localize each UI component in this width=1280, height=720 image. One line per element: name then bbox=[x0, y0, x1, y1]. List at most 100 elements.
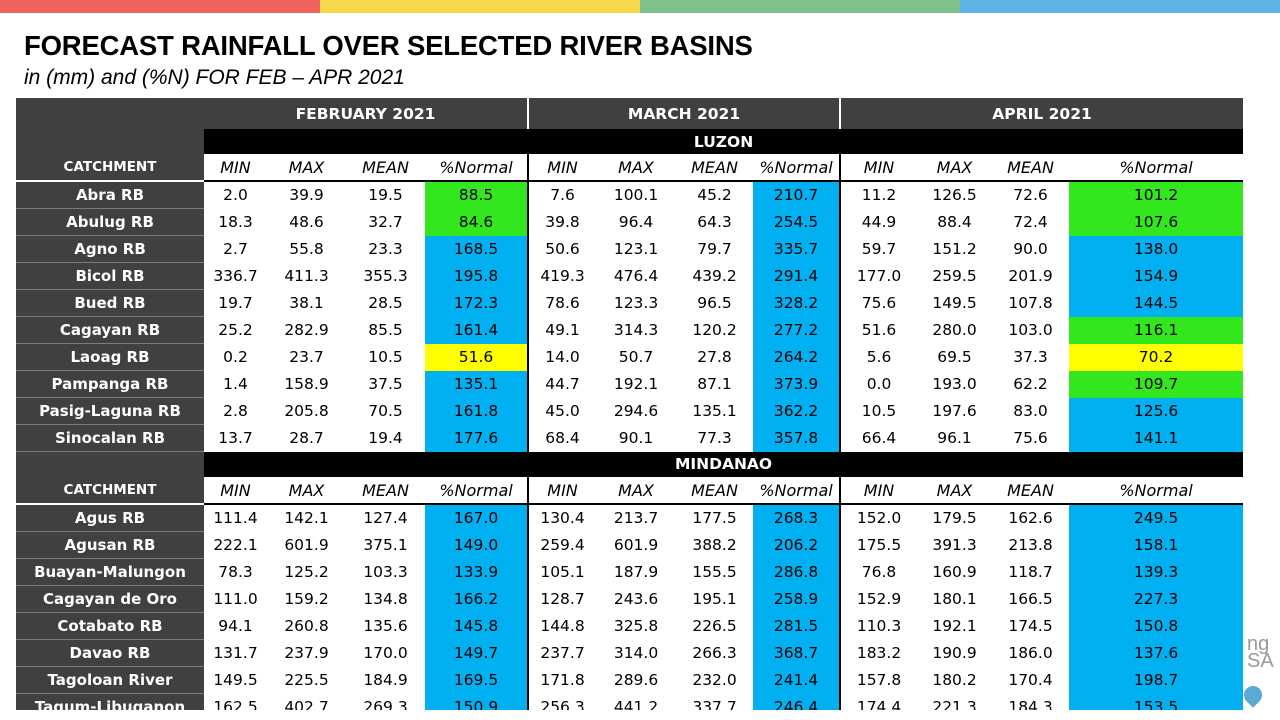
percent-normal-cell: 51.6 bbox=[425, 343, 529, 371]
percent-normal-cell: 373.9 bbox=[753, 370, 841, 398]
percent-normal-cell: 161.8 bbox=[425, 397, 529, 425]
value-cell: 205.8 bbox=[284, 402, 329, 420]
page-subtitle: in (mm) and (%N) FOR FEB – APR 2021 bbox=[24, 66, 405, 89]
value-cell: 78.6 bbox=[527, 289, 597, 317]
value-cell: 39.9 bbox=[289, 186, 324, 205]
value-cell: 87.1 bbox=[697, 375, 732, 393]
percent-normal-cell: 88.5 bbox=[425, 181, 529, 209]
value-cell: 177.5 bbox=[692, 509, 737, 528]
catchment-name: Pasig-Laguna RB bbox=[16, 397, 204, 425]
value-cell: 152.0 bbox=[839, 504, 918, 532]
table-row: Pasig-Laguna RB 2.8 205.8 70.5 161.8 45.0 294.… bbox=[16, 397, 1243, 425]
column-header: MEAN bbox=[346, 477, 425, 505]
percent-normal-cell: 198.7 bbox=[1069, 666, 1243, 694]
table-row: Agusan RB 222.1 601.9 375.1 149.0 259.4 601.9 3… bbox=[16, 531, 1243, 559]
value-cell: 14.0 bbox=[527, 343, 597, 371]
value-cell: 476.4 bbox=[613, 267, 659, 285]
value-cell: 170.4 bbox=[1008, 671, 1053, 689]
value-cell: 325.8 bbox=[613, 617, 659, 635]
column-header-row: CATCHMENT MIN MAX MEAN %Normal MIN MAX MEAN %Nor… bbox=[16, 154, 1243, 182]
table-row: Agus RB 111.4 142.1 127.4 167.0 130.4 213.7 177… bbox=[16, 504, 1243, 532]
value-cell: 190.9 bbox=[932, 644, 977, 662]
month-header: FEBRUARY 2021 bbox=[204, 98, 529, 129]
value-cell: 25.2 bbox=[218, 321, 253, 339]
percent-normal-cell: 153.5 bbox=[1069, 693, 1243, 710]
catchment-name: Abulug RB bbox=[16, 208, 204, 236]
catchment-name: Tagoloan River bbox=[16, 666, 204, 694]
value-cell: 135.1 bbox=[692, 402, 737, 420]
table-row: Bicol RB 336.7 411.3 355.3 195.8 419.3 476.4 43… bbox=[16, 262, 1243, 290]
catchment-name: Cagayan RB bbox=[16, 316, 204, 344]
percent-normal-cell: 101.2 bbox=[1069, 181, 1243, 209]
value-cell: 221.3 bbox=[932, 698, 977, 710]
value-cell: 27.8 bbox=[697, 348, 732, 366]
value-cell: 100.1 bbox=[613, 186, 659, 205]
column-header: MAX bbox=[596, 477, 677, 505]
value-cell: 355.3 bbox=[363, 267, 408, 285]
catchment-name: Abra RB bbox=[16, 181, 204, 209]
value-cell: 62.2 bbox=[1013, 375, 1048, 393]
value-cell: 59.7 bbox=[839, 235, 918, 263]
percent-normal-cell: 268.3 bbox=[753, 504, 841, 532]
value-cell: 103.3 bbox=[363, 563, 408, 581]
value-cell: 107.8 bbox=[1008, 294, 1053, 312]
column-header: %Normal bbox=[753, 477, 841, 505]
value-cell: 237.9 bbox=[284, 644, 329, 662]
value-cell: 166.5 bbox=[1008, 590, 1053, 608]
value-cell: 0.0 bbox=[839, 370, 918, 398]
percent-normal-cell: 125.6 bbox=[1069, 397, 1243, 425]
value-cell: 192.1 bbox=[932, 617, 977, 635]
value-cell: 213.7 bbox=[613, 509, 659, 528]
value-cell: 601.9 bbox=[613, 536, 659, 554]
value-cell: 23.7 bbox=[289, 348, 324, 366]
value-cell: 256.3 bbox=[527, 693, 597, 710]
percent-normal-cell: 149.7 bbox=[425, 639, 529, 667]
value-cell: 155.5 bbox=[692, 563, 737, 581]
value-cell: 55.8 bbox=[289, 240, 324, 258]
value-cell: 294.6 bbox=[613, 402, 659, 420]
value-cell: 180.1 bbox=[932, 590, 977, 608]
value-cell: 151.2 bbox=[932, 240, 977, 258]
column-header: MEAN bbox=[346, 154, 425, 182]
column-header: MAX bbox=[917, 477, 993, 505]
table-row: Laoag RB 0.2 23.7 10.5 51.6 14.0 50.7 27.8 264.2… bbox=[16, 343, 1243, 371]
value-cell: 337.7 bbox=[692, 698, 737, 710]
value-cell: 160.9 bbox=[932, 563, 977, 581]
percent-normal-cell: 362.2 bbox=[753, 397, 841, 425]
percent-normal-cell: 145.8 bbox=[425, 612, 529, 640]
percent-normal-cell: 368.7 bbox=[753, 639, 841, 667]
percent-normal-cell: 154.9 bbox=[1069, 262, 1243, 290]
value-cell: 225.5 bbox=[284, 671, 329, 689]
value-cell: 39.8 bbox=[527, 208, 597, 236]
region-header: LUZON bbox=[204, 129, 1243, 154]
page-title: FORECAST RAINFALL OVER SELECTED RIVER BA… bbox=[24, 30, 753, 61]
value-cell: 120.2 bbox=[692, 321, 737, 339]
month-header: MARCH 2021 bbox=[527, 98, 841, 129]
column-header: MAX bbox=[596, 154, 677, 182]
value-cell: 72.4 bbox=[1013, 213, 1048, 231]
percent-normal-cell: 254.5 bbox=[753, 208, 841, 236]
percent-normal-cell: 161.4 bbox=[425, 316, 529, 344]
value-cell: 314.3 bbox=[613, 321, 659, 339]
catchment-name: Pampanga RB bbox=[16, 370, 204, 398]
table-row: Cagayan de Oro 111.0 159.2 134.8 166.2 128.7 2… bbox=[16, 585, 1243, 613]
value-cell: 0.2 bbox=[223, 348, 248, 366]
value-cell: 118.7 bbox=[1008, 563, 1053, 581]
value-cell: 149.5 bbox=[932, 294, 977, 312]
value-cell: 68.4 bbox=[527, 424, 597, 452]
value-cell: 50.6 bbox=[527, 235, 597, 263]
percent-normal-cell: 246.4 bbox=[753, 693, 841, 710]
month-header-blank bbox=[16, 98, 204, 129]
value-cell: 243.6 bbox=[613, 590, 659, 608]
percent-normal-cell: 168.5 bbox=[425, 235, 529, 263]
month-header-row: FEBRUARY 2021 MARCH 2021 APRIL 2021 bbox=[16, 98, 1243, 129]
percent-normal-cell: 107.6 bbox=[1069, 208, 1243, 236]
value-cell: 78.3 bbox=[218, 563, 253, 581]
value-cell: 232.0 bbox=[692, 671, 737, 689]
column-header: %Normal bbox=[753, 154, 841, 182]
table-row: Abulug RB 18.3 48.6 32.7 84.6 39.8 96.4 64.3 254… bbox=[16, 208, 1243, 236]
value-cell: 96.5 bbox=[697, 294, 732, 312]
value-cell: 192.1 bbox=[613, 375, 659, 393]
value-cell: 280.0 bbox=[932, 321, 977, 339]
value-cell: 441.2 bbox=[613, 698, 659, 710]
